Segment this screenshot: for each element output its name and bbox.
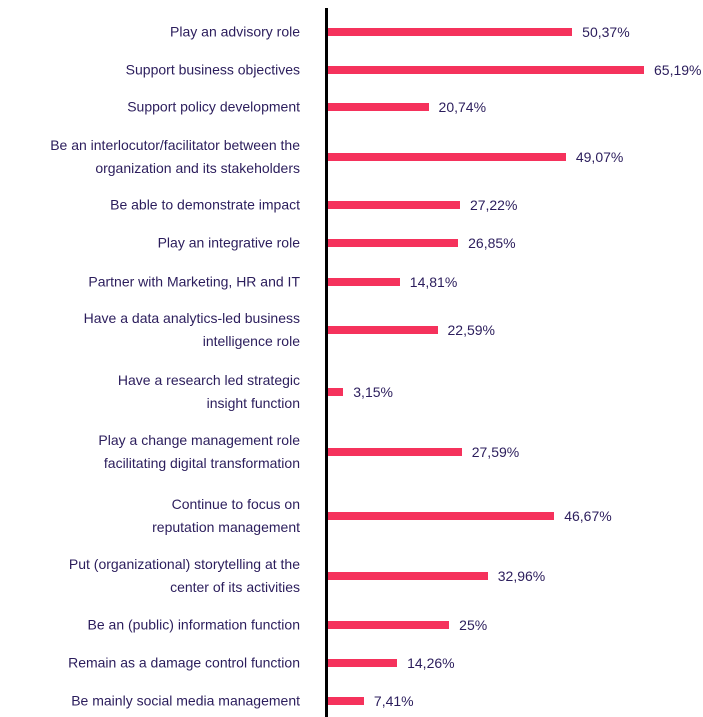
category-label: Be an (public) information function — [87, 616, 300, 633]
category-label: Play an integrative role — [157, 234, 300, 251]
category-label: Support business objectives — [125, 61, 300, 78]
value-label: 26,85% — [468, 235, 516, 251]
value-label: 49,07% — [575, 149, 624, 165]
category-label: Be mainly social media management — [71, 692, 300, 709]
value-label: 14,26% — [407, 655, 455, 671]
value-label: 7,41% — [373, 693, 414, 709]
category-label: Support policy development — [127, 98, 300, 115]
bar — [328, 66, 644, 74]
category-label: Play a change management role facilitati… — [98, 432, 300, 471]
bar — [328, 103, 429, 111]
value-label: 46,67% — [564, 508, 612, 524]
category-label: Continue to focus on reputation manageme… — [152, 496, 300, 535]
value-label: 14,81% — [409, 274, 458, 290]
bar — [328, 512, 555, 520]
category-label: Remain as a damage control function — [68, 654, 300, 671]
category-label: Be able to demonstrate impact — [110, 196, 300, 213]
bar — [328, 153, 566, 161]
category-label: Have a research led strategic insight fu… — [117, 372, 300, 411]
bar — [328, 572, 488, 580]
value-label: 25% — [459, 617, 488, 633]
value-label: 27,59% — [471, 444, 520, 460]
value-label: 27,22% — [469, 197, 518, 213]
category-label: Be an interlocutor/facilitator between t… — [50, 137, 300, 176]
bar — [328, 659, 398, 667]
bar — [328, 201, 460, 209]
value-label: 65,19% — [654, 62, 702, 78]
category-label: Partner with Marketing, HR and IT — [88, 273, 300, 290]
value-label: 20,74% — [438, 99, 487, 115]
bar — [328, 326, 438, 334]
bar — [328, 388, 344, 396]
bar — [328, 28, 573, 36]
value-label: 3,15% — [353, 384, 393, 400]
category-label: Put (organizational) storytelling at the… — [68, 556, 300, 595]
bar — [328, 621, 450, 629]
bar — [328, 239, 459, 247]
axis-line — [325, 8, 328, 717]
bar — [328, 697, 364, 705]
category-label: Play an advisory role — [170, 23, 300, 40]
value-label: 22,59% — [447, 322, 495, 338]
category-label: Have a data analytics-led business intel… — [83, 310, 300, 349]
bar — [328, 448, 462, 456]
bar — [328, 278, 400, 286]
value-label: 32,96% — [497, 568, 546, 584]
value-label: 50,37% — [582, 24, 630, 40]
